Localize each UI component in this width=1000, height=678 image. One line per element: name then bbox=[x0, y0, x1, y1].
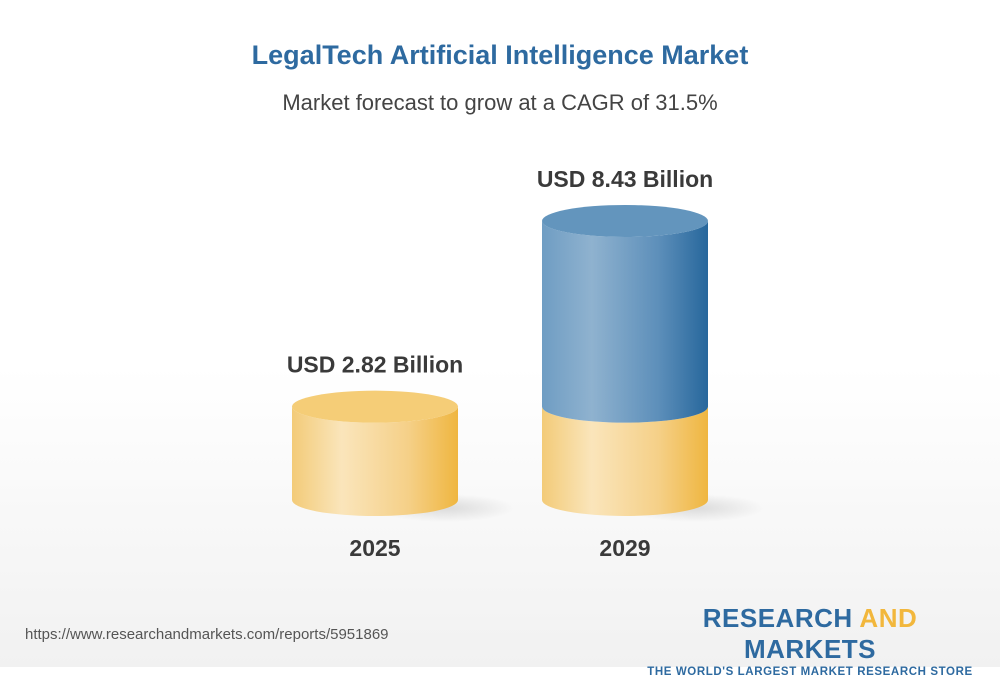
value-label: USD 2.82 Billion bbox=[287, 352, 463, 378]
category-label: 2025 bbox=[349, 535, 400, 561]
logo-word: RESEARCH bbox=[702, 603, 853, 633]
cylinder-base-segment bbox=[542, 406, 708, 516]
cylinder-top bbox=[292, 390, 458, 423]
chart-title: LegalTech Artificial Intelligence Market bbox=[251, 40, 749, 70]
research-and-markets-logo: RESEARCH AND MARKETS THE WORLD'S LARGEST… bbox=[640, 603, 980, 678]
cylinder-growth-segment bbox=[542, 220, 708, 423]
source-url[interactable]: https://www.researchandmarkets.com/repor… bbox=[25, 626, 389, 643]
category-label: 2029 bbox=[599, 535, 650, 561]
cylinder-base-segment bbox=[292, 406, 458, 516]
logo-tagline: THE WORLD'S LARGEST MARKET RESEARCH STOR… bbox=[647, 666, 973, 678]
value-label: USD 8.43 Billion bbox=[537, 166, 713, 192]
cylinder-top bbox=[542, 204, 708, 237]
chart-subtitle: Market forecast to grow at a CAGR of 31.… bbox=[282, 90, 718, 115]
logo-word: AND bbox=[859, 603, 918, 633]
logo-word: MARKETS bbox=[743, 634, 877, 664]
